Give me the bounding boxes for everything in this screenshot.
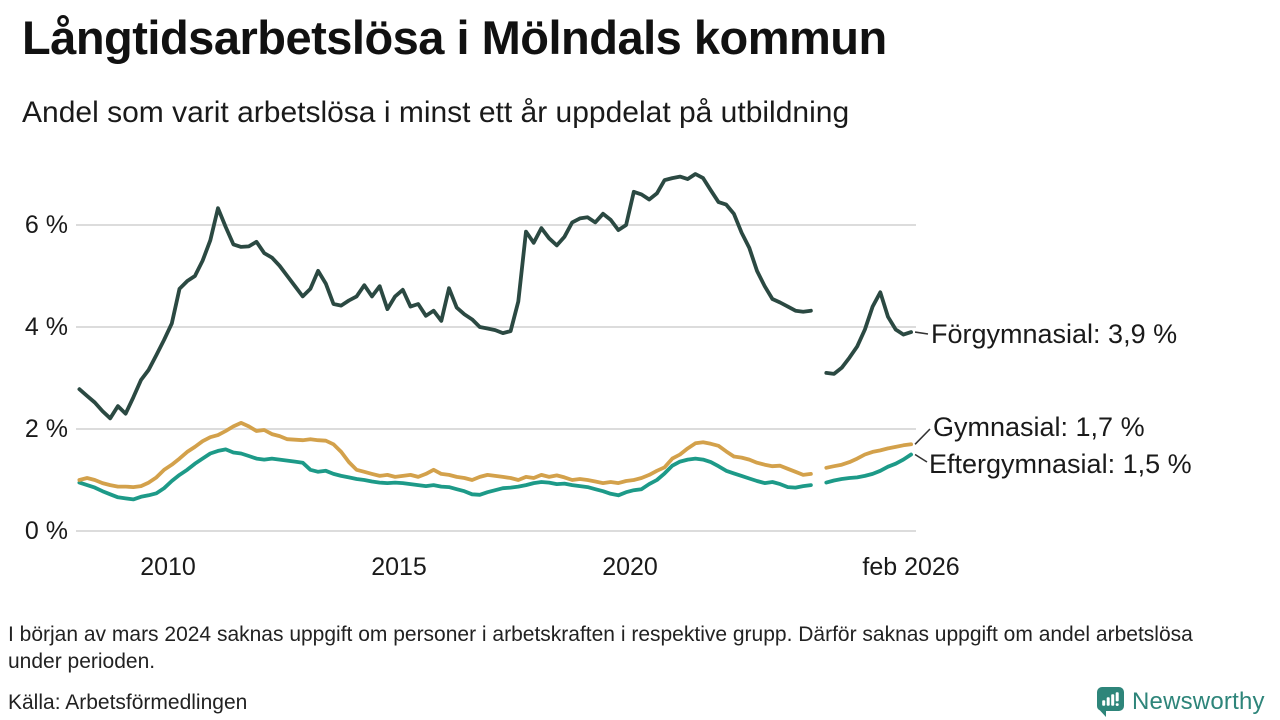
page-title: Långtidsarbetslösa i Mölndals kommun [22,11,887,64]
y-axis-tick-label: 6 % [25,211,68,239]
series-end-label-gymnasial: Gymnasial: 1,7 % [933,412,1145,442]
end-label-connector-gymnasial [914,428,931,445]
newsworthy-logo-text: Newsworthy [1132,688,1265,715]
series-end-label-forgymnasial: Förgymnasial: 3,9 % [931,319,1178,349]
speech-bubble-bar-chart-icon [1097,687,1124,717]
y-axis-tick-label: 4 % [25,313,68,341]
end-label-connector-förgymnasial [914,331,929,335]
page-subtitle: Andel som varit arbetslösa i minst ett å… [22,96,850,129]
source-attribution: Källa: Arbetsförmedlingen [8,691,248,714]
y-axis-tick-label: 0 % [25,517,68,545]
series-line-eftergymnasial [77,447,913,502]
x-axis-tick-label: 2020 [602,553,658,581]
series-line-förgymnasial [77,172,913,421]
x-axis-tick-label: 2015 [371,553,427,581]
footnote-text: I början av mars 2024 saknas uppgift om … [8,623,1193,673]
series-end-label-eftergymnasial: Eftergymnasial: 1,5 % [929,449,1192,479]
x-axis-tick-label: feb 2026 [862,553,959,581]
y-axis-tick-label: 2 % [25,415,68,443]
end-label-connector-eftergymnasial [914,453,928,463]
x-axis-tick-label: 2010 [140,553,196,581]
series-line-gymnasial [77,421,913,489]
newsworthy-logo: Newsworthy [1096,686,1265,718]
